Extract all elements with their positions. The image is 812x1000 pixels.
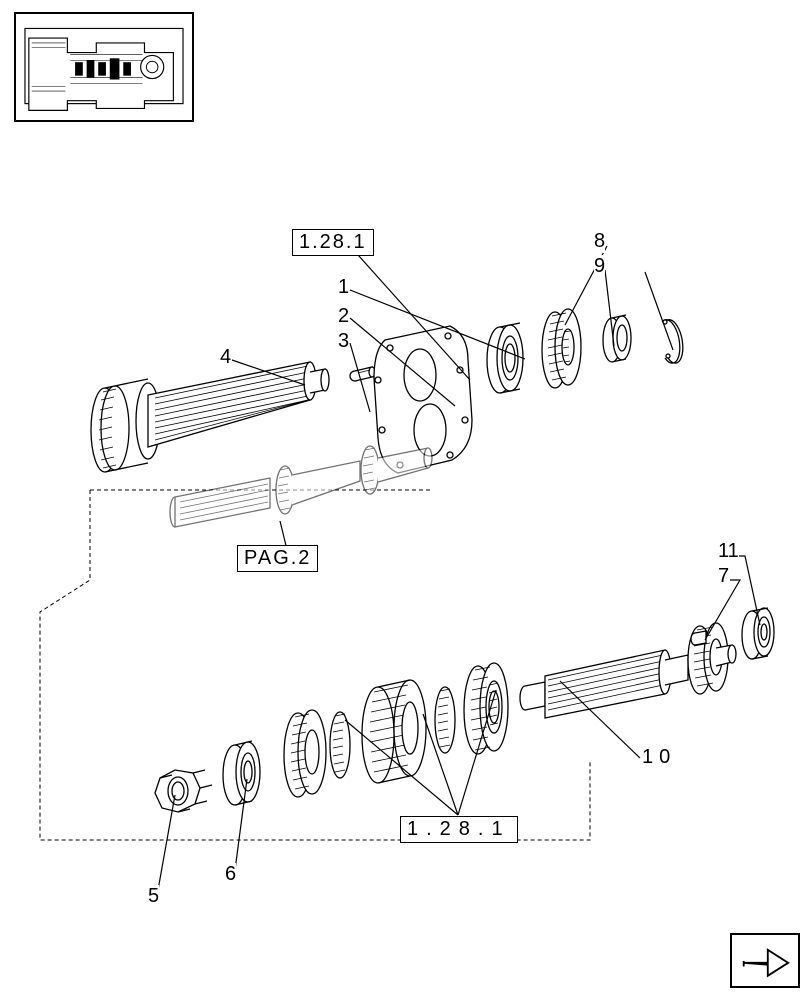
part-3-pin xyxy=(350,367,375,381)
callout-1: 1 xyxy=(338,276,349,299)
callout-9: 9 xyxy=(594,255,605,278)
nav-next-icon[interactable] xyxy=(730,933,800,988)
ref-box-1: 1.28.1 xyxy=(292,229,374,256)
callout-5: 5 xyxy=(148,885,159,908)
reference-thumbnail xyxy=(14,12,194,122)
part-6-bearing xyxy=(223,741,260,805)
ref-gear-upper xyxy=(542,309,581,388)
part-5-nut xyxy=(155,770,212,812)
part-4-shaft xyxy=(91,362,329,472)
callout-3: 3 xyxy=(338,330,349,353)
part-8-snap-ring xyxy=(662,320,683,363)
callout-8: 8 xyxy=(594,230,605,253)
callout-4: 4 xyxy=(220,346,231,369)
callout-11: 11 xyxy=(718,540,739,563)
callout-6: 6 xyxy=(225,863,236,886)
ghost-shaft-pag2 xyxy=(170,446,432,527)
callout-7: 7 xyxy=(718,565,729,588)
ref-gear-cluster-lower xyxy=(284,663,508,797)
part-9-bearing xyxy=(603,315,631,362)
ref-box-3: 1.28.1 xyxy=(400,816,518,843)
thumbnail-svg xyxy=(16,14,192,120)
small-plug xyxy=(691,631,706,645)
part-1-bearing xyxy=(487,323,523,393)
callout-10: 10 xyxy=(642,746,676,769)
ref-box-2: PAG.2 xyxy=(237,545,318,572)
callout-2: 2 xyxy=(338,305,349,328)
